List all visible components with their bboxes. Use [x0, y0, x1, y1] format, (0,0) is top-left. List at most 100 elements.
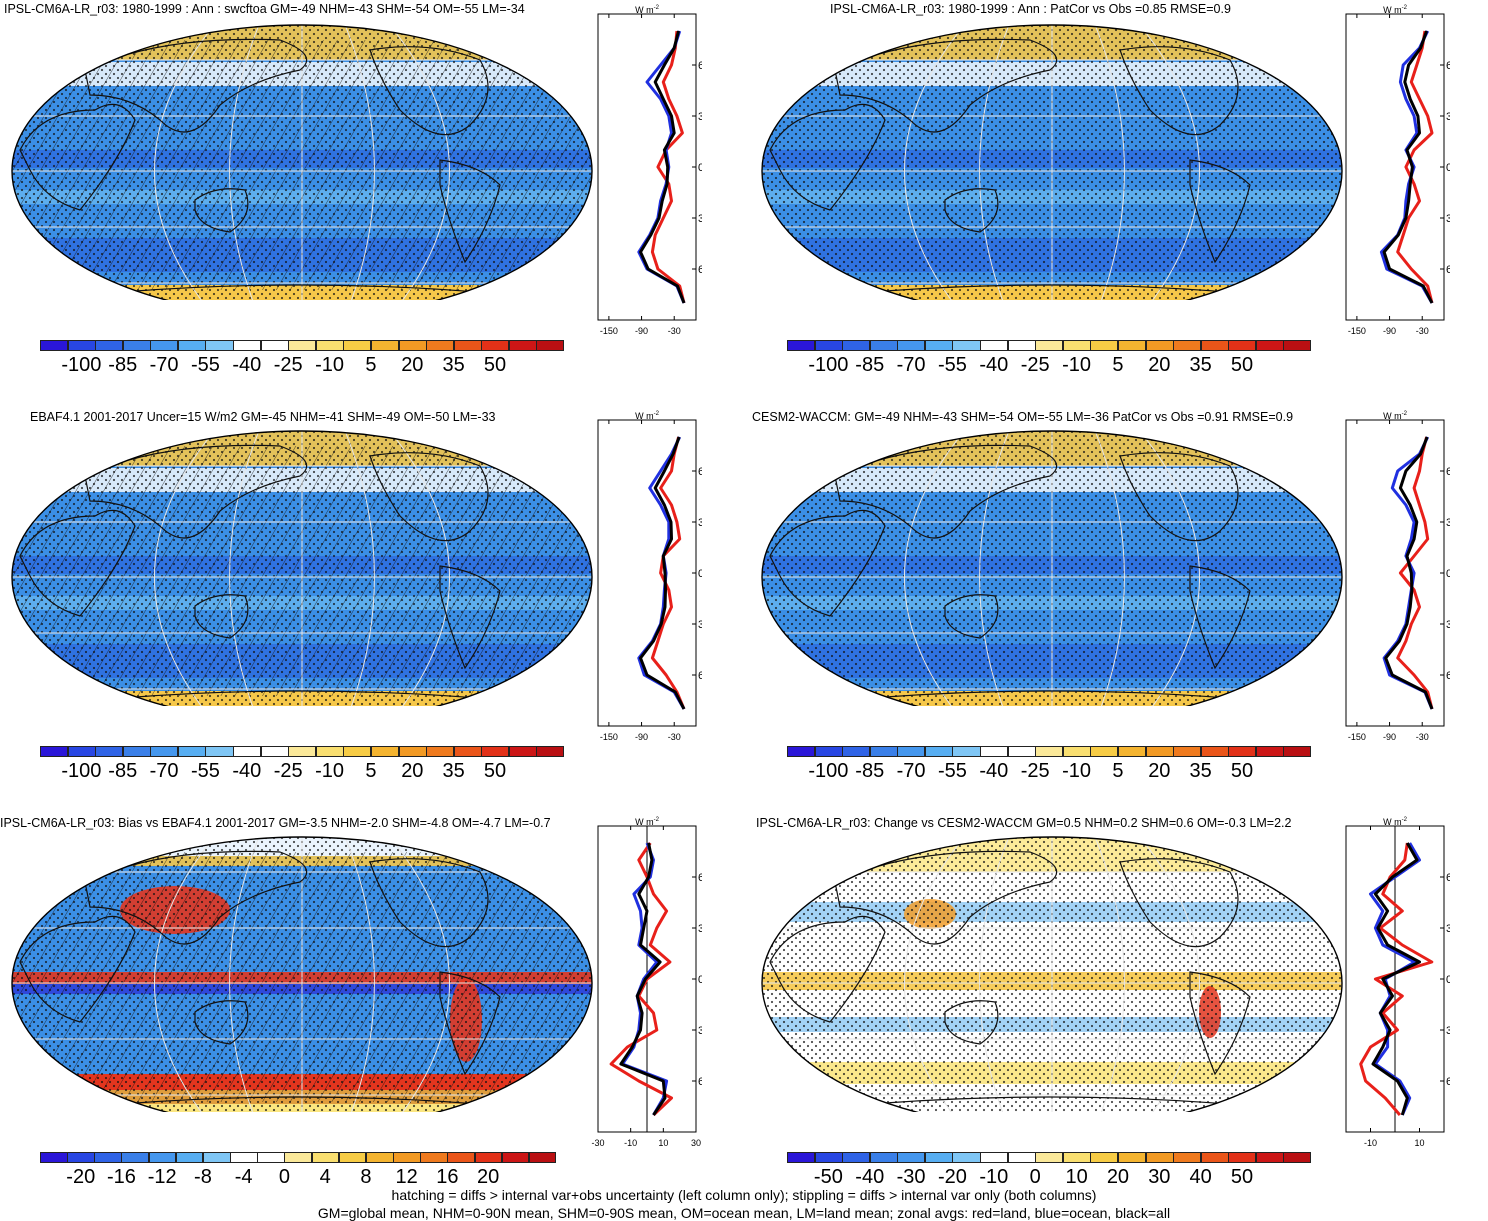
colorbar-swatch: [365, 1152, 394, 1163]
colorbar-swatch: [869, 340, 898, 351]
map-field: [762, 25, 1342, 300]
zonal-line-land: [650, 436, 686, 710]
longitude-line: [389, 25, 450, 300]
colorbar-swatch: [1228, 340, 1257, 351]
map: [11, 24, 593, 300]
colorbar: -100 -85 -70 -55 -40 -25 -10 5 20 35 50: [787, 340, 1312, 380]
coast-eurasia: [84, 850, 308, 945]
colorbar-swatch: [1145, 746, 1174, 757]
coast-north-america: [369, 46, 489, 136]
colorbar-label: -55: [938, 760, 967, 782]
coast-eurasia: [84, 444, 308, 539]
colorbar-label: -25: [273, 760, 303, 782]
colorbar-label: -55: [191, 354, 220, 376]
panel-title: CESM2-WACCM: GM=-49 NHM=-43 SHM=-54 OM=-…: [752, 410, 1294, 424]
colorbar-label: 5: [365, 760, 377, 782]
colorbar-swatch: [257, 1152, 285, 1163]
colorbar-swatch: [814, 1152, 843, 1163]
colorbar-swatch: [288, 340, 317, 351]
colorbar-label: -16: [107, 1166, 136, 1188]
coast-south-america: [439, 565, 501, 670]
colorbar-label: 35: [442, 760, 465, 782]
colorbar-swatch: [343, 340, 372, 351]
colorbar-label: -70: [149, 760, 179, 782]
colorbar-swatch: [40, 340, 69, 351]
longitude-line: [1139, 837, 1200, 1112]
map: [11, 836, 593, 1112]
colorbar-label: -10: [979, 1166, 1009, 1188]
zonal-xlabel: -30: [668, 732, 681, 742]
zonal-ylabel: 30S: [1446, 213, 1450, 225]
colorbar-swatch: [1145, 1152, 1174, 1163]
colorbar-swatch: [177, 340, 206, 351]
colorbar-swatch: [311, 1152, 340, 1163]
longitude-line: [389, 431, 450, 706]
colorbar-label: -70: [149, 354, 179, 376]
colorbar-label: -70: [896, 354, 926, 376]
zonal-frame: [597, 419, 697, 727]
colorbar-label: -40: [232, 354, 262, 376]
coast-africa: [19, 915, 136, 1023]
colorbar-label: 50: [1230, 354, 1254, 376]
colorbar-label: 30: [1148, 1166, 1171, 1188]
zonal-ylabel: 30S: [698, 619, 702, 631]
colorbar-swatch: [1090, 1152, 1119, 1163]
colorbar-swatch: [1173, 1152, 1202, 1163]
coast-australia: [194, 188, 249, 233]
zonal-line-all: [639, 30, 686, 304]
zonal-line-all: [1382, 30, 1434, 304]
colorbar-swatch: [508, 746, 537, 757]
colorbar-swatch: [842, 746, 871, 757]
zonal-xlabel: 10: [1414, 1138, 1424, 1148]
panel-title: IPSL-CM6A-LR_r03: 1980-1999 : Ann : PatC…: [830, 2, 1231, 16]
colorbar-label: 50: [1230, 1166, 1254, 1188]
colorbar-label: -8: [194, 1166, 212, 1188]
panel-title: EBAF4.1 2001-2017 Uncer=15 W/m2 GM=-45 N…: [30, 410, 496, 424]
colorbar-label: -85: [108, 760, 138, 782]
zonal-line-all: [619, 842, 667, 1116]
colorbar-swatch: [122, 746, 151, 757]
colorbar-swatch: [536, 746, 565, 757]
zonal-xlabel: -150: [1348, 732, 1366, 742]
colorbar-swatch: [952, 1152, 981, 1163]
zonal-average-plot: W m-2 60N 30N 0 30S 60S -150 -90 -30: [597, 411, 702, 742]
map: [761, 836, 1343, 1112]
colorbar-swatch: [814, 746, 843, 757]
zonal-ylabel: 60N: [698, 872, 702, 884]
colorbar-swatch: [980, 340, 1009, 351]
zonal-units: W m-2: [635, 5, 659, 15]
colorbar-label: -4: [234, 1166, 253, 1188]
colorbar-swatch: [1200, 1152, 1229, 1163]
colorbar-label: -10: [1062, 760, 1092, 782]
colorbar-label: 4: [319, 1166, 331, 1188]
colorbar-swatch: [233, 340, 262, 351]
map-outline: [761, 836, 1343, 1112]
zonal-average-plot: W m-2 60N 30N 0 30S 60S -150 -90 -30: [597, 5, 702, 336]
zonal-frame: [1345, 419, 1445, 727]
longitude-line: [904, 25, 965, 300]
colorbar-swatch: [447, 1152, 476, 1163]
colorbar-swatch: [370, 340, 400, 351]
map-outline: [11, 836, 593, 1112]
stippling: [762, 25, 1342, 300]
colorbar-swatch: [1255, 1152, 1284, 1163]
colorbar-label: -20: [66, 1166, 96, 1188]
colorbar-swatch: [787, 1152, 816, 1163]
colorbar-swatch: [980, 746, 1009, 757]
colorbar-swatch: [1255, 746, 1284, 757]
coast-australia: [194, 1000, 249, 1045]
colorbar-swatch: [1035, 746, 1064, 757]
zonal-ylabel: 60N: [698, 60, 702, 72]
zonal-average-plot: W m-2 60N 30N 0 30S 60S -150 -90 -30: [1345, 5, 1450, 336]
colorbar-swatch: [1228, 1152, 1257, 1163]
longitude-line: [1094, 837, 1125, 1112]
colorbar-label: -85: [855, 354, 885, 376]
colorbar-swatch: [1228, 746, 1257, 757]
colorbar-label: 35: [1189, 760, 1212, 782]
colorbar-swatch: [1145, 340, 1174, 351]
colorbar-swatch: [177, 746, 206, 757]
colorbar-swatch: [338, 1152, 367, 1163]
colorbar-label: 0: [278, 1166, 290, 1188]
longitude-line: [229, 25, 260, 300]
colorbar-label: -12: [147, 1166, 177, 1188]
